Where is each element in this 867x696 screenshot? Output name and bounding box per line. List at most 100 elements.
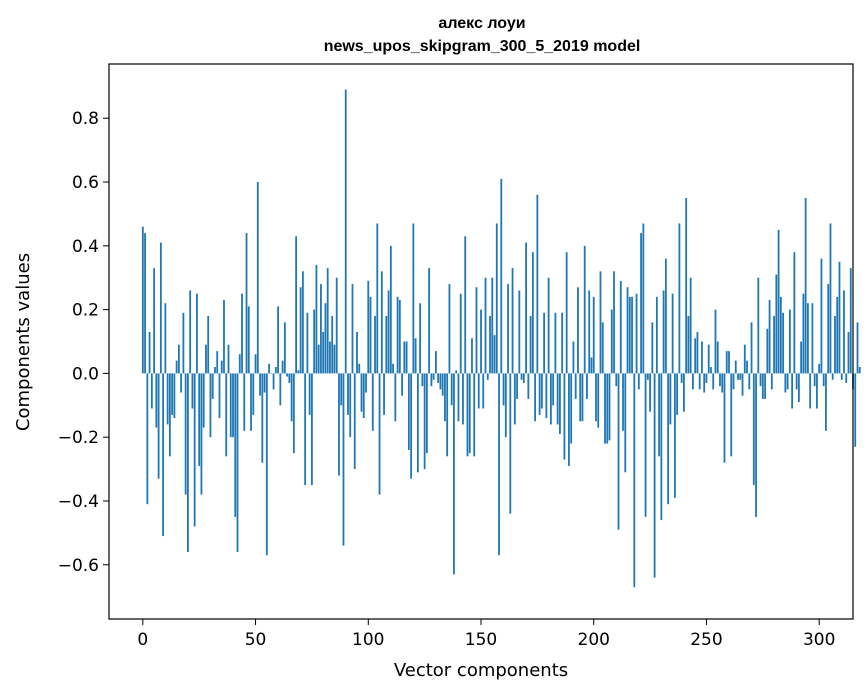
bar-285 (784, 373, 787, 393)
bar-259 (725, 351, 728, 374)
bar-214 (624, 373, 627, 473)
bar-173 (531, 252, 534, 374)
bar-69 (297, 370, 300, 374)
bar-162 (507, 284, 509, 374)
chart-title: алекс лоуи (438, 15, 525, 32)
bar-65 (288, 373, 291, 383)
bar-304 (827, 284, 830, 374)
bar-192 (574, 373, 577, 399)
bar-198 (588, 290, 591, 374)
bar-267 (743, 344, 746, 374)
bar-118 (407, 373, 410, 450)
bar-246 (696, 331, 699, 374)
bar-316 (854, 373, 857, 447)
bar-22 (191, 373, 194, 409)
bar-248 (701, 341, 703, 374)
bar-235 (671, 293, 674, 374)
bar-100 (367, 280, 370, 374)
bar-243 (689, 277, 692, 374)
bar-94 (353, 373, 356, 470)
bar-253 (712, 373, 715, 390)
bar-5 (153, 268, 155, 374)
bar-25 (198, 373, 201, 466)
bar-19 (184, 373, 187, 495)
bar-258 (723, 373, 726, 463)
bar-10 (164, 303, 167, 374)
bar-223 (644, 373, 647, 517)
bar-226 (651, 322, 654, 374)
bar-268 (746, 360, 748, 374)
bar-7 (157, 373, 160, 479)
bar-252 (710, 367, 712, 374)
bar-199 (590, 357, 593, 374)
bar-108 (385, 315, 388, 374)
bar-186 (561, 312, 564, 374)
bar-127 (428, 268, 431, 374)
bar-136 (448, 284, 451, 374)
bar-165 (513, 373, 516, 425)
bar-73 (306, 312, 309, 374)
bar-60 (277, 306, 279, 374)
bar-176 (538, 373, 541, 415)
bar-33 (216, 351, 219, 374)
bar-187 (563, 373, 566, 460)
bar-71 (301, 271, 304, 374)
bar-196 (583, 245, 586, 374)
bar-147 (473, 373, 476, 457)
bar-8 (159, 242, 162, 374)
bar-224 (646, 373, 649, 380)
bar-289 (793, 252, 796, 374)
y-tick-label: 0.6 (72, 173, 99, 193)
bar-291 (797, 373, 800, 403)
bar-175 (536, 194, 539, 374)
bar-41 (234, 373, 237, 517)
bar-283 (779, 296, 782, 374)
bar-190 (570, 373, 573, 444)
bar-85 (333, 344, 336, 374)
bar-144 (466, 373, 469, 457)
bar-15 (175, 360, 178, 374)
bar-82 (326, 268, 329, 374)
bar-45 (243, 373, 246, 431)
chart-subtitle: news_upos_skipgram_300_5_2019 model (324, 38, 641, 55)
bar-149 (477, 373, 480, 409)
bar-212 (619, 280, 622, 374)
bar-95 (356, 331, 358, 374)
bar-306 (831, 373, 834, 380)
bar-297 (811, 303, 814, 374)
y-tick-label: −0.2 (58, 428, 99, 448)
bar-143 (464, 236, 467, 374)
bar-171 (527, 373, 530, 399)
bar-312 (845, 373, 848, 383)
bar-111 (392, 363, 394, 374)
bar-250 (705, 373, 708, 383)
bar-87 (338, 373, 340, 476)
bar-273 (757, 277, 760, 374)
bar-68 (295, 236, 298, 374)
bar-234 (669, 373, 672, 425)
bar-217 (631, 296, 633, 374)
bar-51 (256, 182, 259, 374)
bar-1 (144, 233, 146, 374)
bar-296 (809, 373, 812, 409)
bar-301 (820, 258, 823, 374)
bar-130 (435, 351, 437, 374)
bar-70 (299, 287, 302, 374)
bar-152 (484, 277, 487, 374)
bar-66 (290, 373, 293, 422)
bar-142 (462, 373, 464, 425)
bar-3 (148, 331, 151, 374)
bar-282 (777, 229, 780, 374)
bar-54 (263, 373, 266, 393)
bar-317 (856, 322, 859, 374)
bar-213 (622, 373, 624, 431)
bar-133 (441, 373, 444, 396)
bar-170 (525, 242, 527, 374)
bar-260 (728, 351, 730, 374)
bar-313 (847, 331, 850, 374)
bar-167 (518, 290, 521, 374)
bar-107 (383, 373, 385, 415)
bar-189 (568, 373, 570, 466)
bar-116 (403, 341, 406, 374)
bar-61 (279, 373, 282, 406)
